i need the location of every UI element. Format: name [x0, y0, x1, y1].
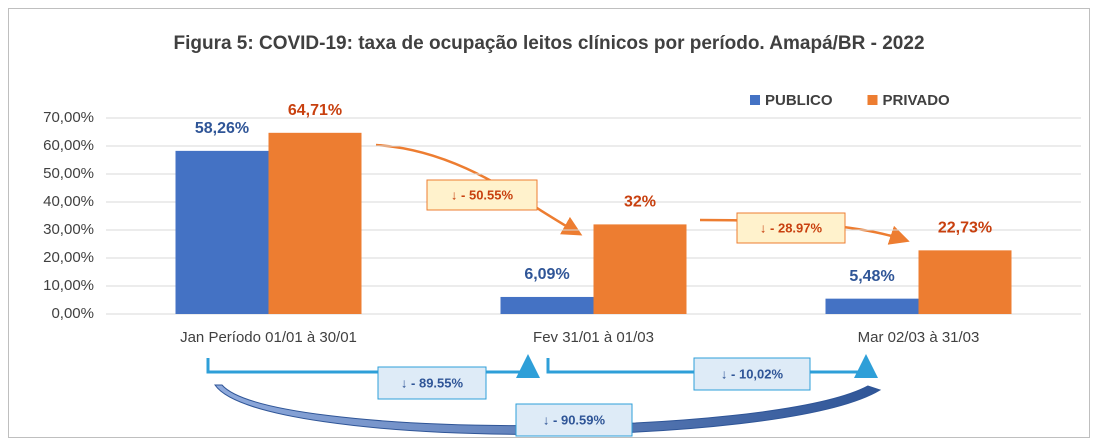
value-label: 64,71% — [288, 102, 342, 119]
x-tick-label: Jan Período 01/01 à 30/01 — [180, 329, 357, 346]
annotation-box — [515, 403, 633, 437]
annotation: ↓ - 90.59% — [543, 412, 606, 427]
chart-title: Figura 5: COVID-19: taxa de ocupação lei… — [173, 33, 924, 54]
arrow — [375, 143, 583, 236]
value-label: 32% — [624, 194, 656, 211]
legend-label: PRIVADO — [883, 92, 951, 109]
bar — [268, 132, 362, 314]
bar — [500, 296, 594, 314]
arrow — [206, 354, 540, 378]
y-tick-label: 60,00% — [43, 137, 94, 154]
y-tick-label: 30,00% — [43, 221, 94, 238]
y-tick-label: 20,00% — [43, 249, 94, 266]
bar — [918, 250, 1012, 314]
annotation-box — [736, 212, 846, 244]
value-label: 58,26% — [195, 120, 249, 137]
y-tick-label: 70,00% — [43, 109, 94, 126]
y-tick-label: 10,00% — [43, 277, 94, 294]
bar — [593, 224, 687, 314]
legend-swatch — [750, 95, 760, 105]
value-label: 22,73% — [938, 220, 992, 237]
x-tick-label: Fev 31/01 à 01/03 — [533, 329, 654, 346]
annotation-box — [693, 357, 811, 391]
annotation-box — [426, 179, 538, 211]
value-label: 6,09% — [524, 266, 569, 283]
bar — [825, 298, 919, 314]
legend-swatch — [867, 95, 878, 105]
bar — [175, 150, 269, 314]
y-tick-label: 50,00% — [43, 165, 94, 182]
annotation: ↓ - 28.97% — [760, 220, 823, 235]
arrow — [214, 384, 882, 435]
annotation-box — [377, 366, 487, 400]
annotation: ↓ - 50.55% — [451, 187, 514, 202]
annotation: ↓ - 89.55% — [401, 375, 464, 390]
value-label: 5,48% — [849, 268, 894, 285]
y-tick-label: 40,00% — [43, 193, 94, 210]
annotation: ↓ - 10,02% — [721, 366, 784, 381]
legend-label: PUBLICO — [765, 92, 833, 109]
y-tick-label: 0,00% — [51, 305, 94, 322]
x-tick-label: Mar 02/03 à 31/03 — [858, 329, 980, 346]
